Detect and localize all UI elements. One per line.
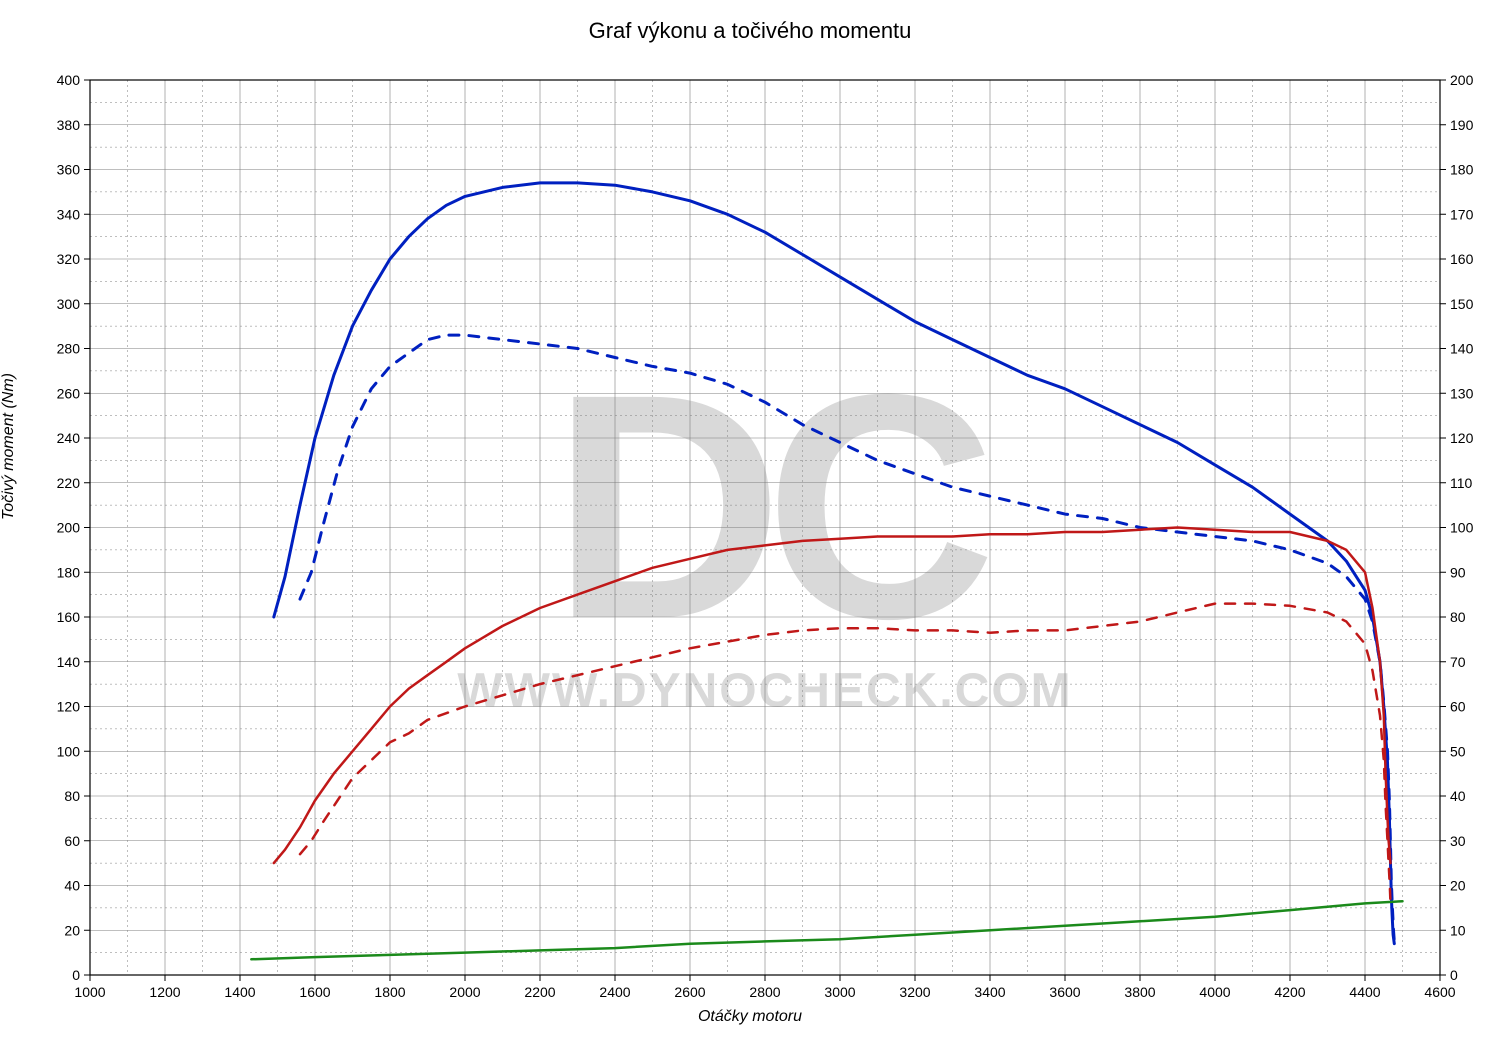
y-right-tick-label: 50 [1450, 743, 1466, 759]
y-right-tick-label: 160 [1450, 251, 1474, 267]
y-right-tick-label: 190 [1450, 117, 1474, 133]
y-right-tick-label: 90 [1450, 564, 1466, 580]
y-left-tick-label: 140 [57, 654, 81, 670]
watermark-dc: DC [552, 327, 990, 685]
y-left-tick-label: 200 [57, 520, 81, 536]
x-tick-label: 2200 [524, 984, 555, 1000]
x-tick-label: 4600 [1424, 984, 1455, 1000]
x-tick-label: 4200 [1274, 984, 1305, 1000]
x-tick-label: 3000 [824, 984, 855, 1000]
y-right-tick-label: 20 [1450, 878, 1466, 894]
x-tick-label: 1600 [299, 984, 330, 1000]
y-right-tick-label: 60 [1450, 699, 1466, 715]
y-left-tick-label: 320 [57, 251, 81, 267]
x-tick-label: 2600 [674, 984, 705, 1000]
y-right-tick-label: 200 [1450, 72, 1474, 88]
dyno-chart: Graf výkonu a točivého momentu Točivý mo… [0, 0, 1500, 1040]
x-tick-label: 4400 [1349, 984, 1380, 1000]
y-left-tick-label: 20 [64, 922, 80, 938]
y-left-tick-label: 160 [57, 609, 81, 625]
y-right-tick-label: 110 [1450, 475, 1473, 491]
y-right-tick-label: 140 [1450, 341, 1474, 357]
y-left-tick-label: 80 [64, 788, 80, 804]
y-left-tick-label: 280 [57, 341, 81, 357]
y-left-tick-label: 60 [64, 833, 80, 849]
y-left-tick-label: 100 [57, 743, 81, 759]
y-right-tick-label: 0 [1450, 967, 1458, 983]
y-right-tick-label: 30 [1450, 833, 1466, 849]
y-right-tick-label: 180 [1450, 162, 1474, 178]
y-right-tick-label: 120 [1450, 430, 1474, 446]
y-left-tick-label: 400 [57, 72, 81, 88]
x-tick-label: 3800 [1124, 984, 1155, 1000]
y-left-tick-label: 240 [57, 430, 81, 446]
chart-svg: DCWWW.DYNOCHECK.COM100012001400160018002… [0, 0, 1500, 1040]
y-right-tick-label: 10 [1450, 922, 1466, 938]
y-right-tick-label: 150 [1450, 296, 1474, 312]
y-right-tick-label: 80 [1450, 609, 1466, 625]
y-right-tick-label: 40 [1450, 788, 1466, 804]
x-tick-label: 1400 [224, 984, 255, 1000]
y-left-tick-label: 360 [57, 162, 81, 178]
x-tick-label: 1200 [149, 984, 180, 1000]
y-right-tick-label: 130 [1450, 385, 1474, 401]
x-tick-label: 2000 [449, 984, 480, 1000]
x-tick-label: 3600 [1049, 984, 1080, 1000]
x-tick-label: 1800 [374, 984, 405, 1000]
y-left-tick-label: 300 [57, 296, 81, 312]
y-left-tick-label: 260 [57, 385, 81, 401]
x-tick-label: 4000 [1199, 984, 1230, 1000]
y-left-tick-label: 380 [57, 117, 81, 133]
x-tick-label: 1000 [74, 984, 105, 1000]
x-tick-label: 2800 [749, 984, 780, 1000]
y-left-tick-label: 120 [57, 699, 81, 715]
y-right-tick-label: 170 [1450, 206, 1474, 222]
y-right-tick-label: 70 [1450, 654, 1466, 670]
y-left-tick-label: 40 [64, 878, 80, 894]
y-left-tick-label: 340 [57, 206, 81, 222]
x-tick-label: 3200 [899, 984, 930, 1000]
x-tick-label: 2400 [599, 984, 630, 1000]
x-tick-label: 3400 [974, 984, 1005, 1000]
y-right-tick-label: 100 [1450, 520, 1474, 536]
y-left-tick-label: 220 [57, 475, 81, 491]
y-left-tick-label: 0 [72, 967, 80, 983]
y-left-tick-label: 180 [57, 564, 81, 580]
